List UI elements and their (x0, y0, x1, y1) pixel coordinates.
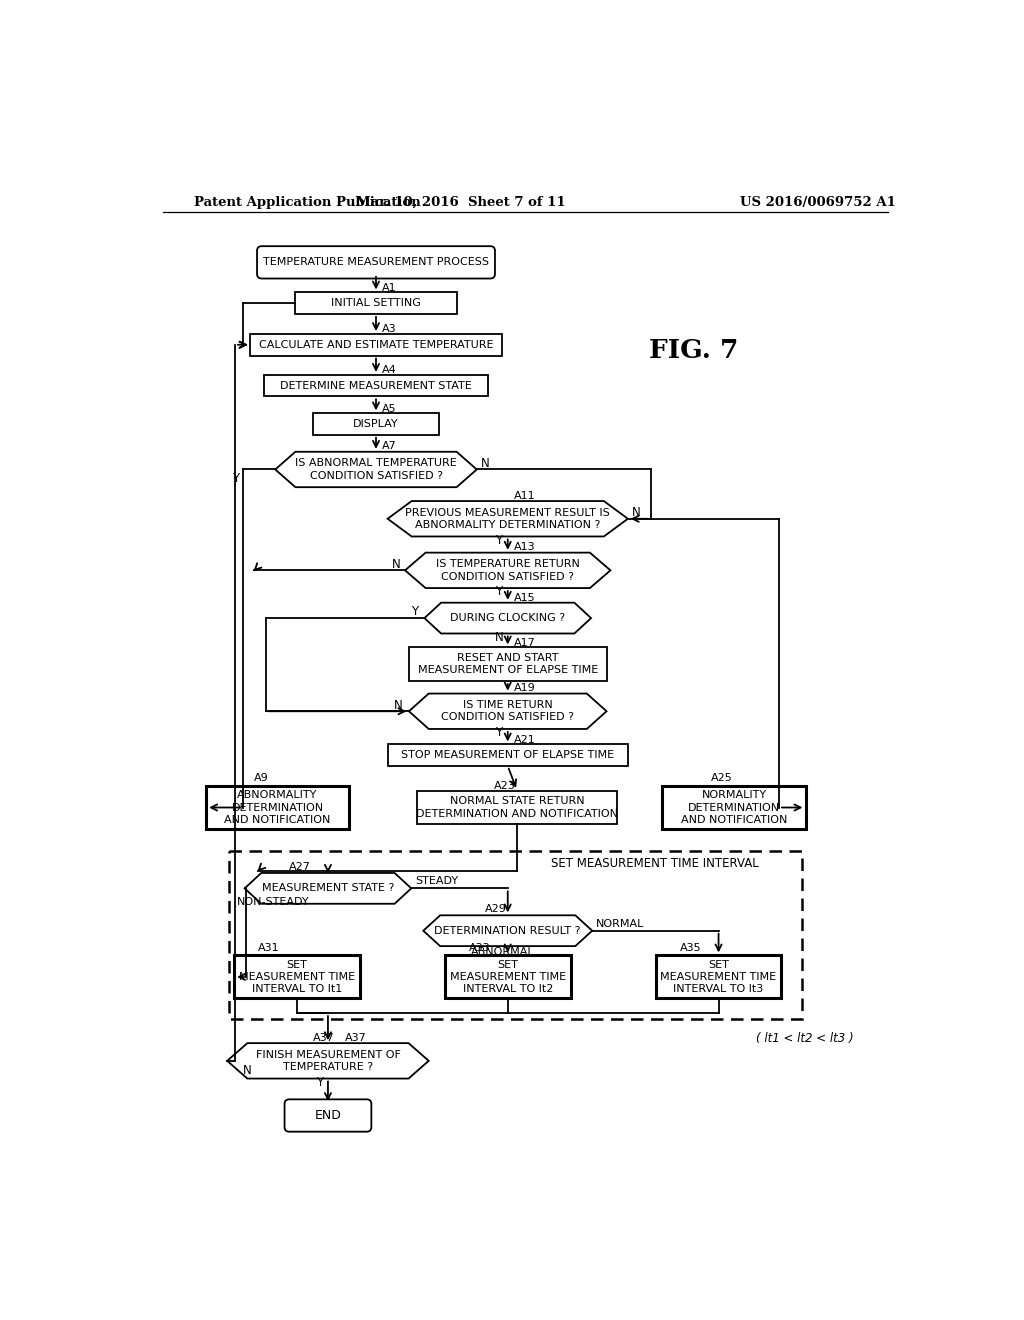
Text: ( lt1 < lt2 < lt3 ): ( lt1 < lt2 < lt3 ) (756, 1032, 853, 1045)
Text: A11: A11 (514, 491, 536, 500)
Text: Y: Y (411, 606, 418, 619)
Text: DISPLAY: DISPLAY (353, 418, 398, 429)
Bar (263, 375, 488, 396)
Text: SET MEASUREMENT TIME INTERVAL: SET MEASUREMENT TIME INTERVAL (551, 857, 759, 870)
Text: N: N (632, 506, 640, 519)
Text: A29: A29 (484, 904, 507, 915)
Text: N: N (480, 457, 489, 470)
Text: STEADY: STEADY (415, 876, 458, 887)
Text: TEMPERATURE MEASUREMENT PROCESS: TEMPERATURE MEASUREMENT PROCESS (263, 257, 489, 268)
Bar (313, 413, 438, 434)
Polygon shape (406, 553, 610, 589)
Bar (250, 334, 502, 355)
Text: A5: A5 (382, 404, 397, 413)
Text: DETERMINATION RESULT ?: DETERMINATION RESULT ? (434, 925, 581, 936)
Text: SET
MEASUREMENT TIME
INTERVAL TO lt2: SET MEASUREMENT TIME INTERVAL TO lt2 (450, 960, 566, 994)
Text: IS TEMPERATURE RETURN
CONDITION SATISFIED ?: IS TEMPERATURE RETURN CONDITION SATISFIE… (436, 560, 580, 582)
Polygon shape (423, 915, 592, 946)
Text: A19: A19 (514, 684, 536, 693)
Text: A17: A17 (514, 638, 536, 648)
Text: Y: Y (496, 533, 503, 546)
Text: FINISH MEASUREMENT OF
TEMPERATURE ?: FINISH MEASUREMENT OF TEMPERATURE ? (256, 1049, 400, 1072)
Polygon shape (275, 451, 477, 487)
Polygon shape (227, 1043, 429, 1078)
Text: A37: A37 (312, 1032, 334, 1043)
Text: NORMAL STATE RETURN
DETERMINATION AND NOTIFICATION: NORMAL STATE RETURN DETERMINATION AND NO… (416, 796, 618, 818)
Bar (417, 791, 617, 825)
Text: DETERMINE MEASUREMENT STATE: DETERMINE MEASUREMENT STATE (281, 380, 472, 391)
Text: A3: A3 (382, 325, 397, 334)
Polygon shape (388, 502, 628, 536)
Text: A37: A37 (345, 1032, 367, 1043)
Text: IS ABNORMAL TEMPERATURE
CONDITION SATISFIED ?: IS ABNORMAL TEMPERATURE CONDITION SATISF… (295, 458, 457, 480)
Text: CALCULATE AND ESTIMATE TEMPERATURE: CALCULATE AND ESTIMATE TEMPERATURE (259, 339, 494, 350)
Text: A21: A21 (514, 735, 536, 744)
Text: NON-STEADY: NON-STEADY (237, 898, 309, 907)
Text: N: N (243, 1064, 252, 1077)
Polygon shape (409, 693, 606, 729)
Text: INITIAL SETTING: INITIAL SETTING (331, 298, 421, 308)
Text: A4: A4 (382, 366, 397, 375)
Text: A35: A35 (680, 942, 701, 953)
Text: A1: A1 (382, 282, 397, 293)
Bar (388, 744, 628, 766)
Bar (409, 647, 606, 681)
Text: Mar. 10, 2016  Sheet 7 of 11: Mar. 10, 2016 Sheet 7 of 11 (356, 195, 566, 209)
Text: A9: A9 (254, 774, 269, 783)
Bar (234, 956, 359, 998)
Text: A15: A15 (514, 593, 536, 603)
Bar (445, 956, 570, 998)
Text: MEASUREMENT STATE ?: MEASUREMENT STATE ? (262, 883, 394, 894)
Text: A31: A31 (258, 942, 280, 953)
Text: PREVIOUS MEASUREMENT RESULT IS
ABNORMALITY DETERMINATION ?: PREVIOUS MEASUREMENT RESULT IS ABNORMALI… (406, 508, 610, 529)
Text: N: N (391, 557, 400, 570)
Text: Y: Y (231, 473, 239, 486)
Text: A13: A13 (514, 543, 536, 552)
Text: SET
MEASUREMENT TIME
INTERVAL TO lt1: SET MEASUREMENT TIME INTERVAL TO lt1 (239, 960, 355, 994)
Text: NORMALITY
DETERMINATION
AND NOTIFICATION: NORMALITY DETERMINATION AND NOTIFICATION (681, 791, 787, 825)
Text: RESET AND START
MEASUREMENT OF ELAPSE TIME: RESET AND START MEASUREMENT OF ELAPSE TI… (418, 653, 598, 676)
Text: Y: Y (496, 726, 503, 739)
Text: US 2016/0069752 A1: US 2016/0069752 A1 (739, 195, 896, 209)
Bar (295, 293, 458, 314)
Bar (663, 785, 806, 829)
Text: A7: A7 (382, 441, 397, 451)
Text: Patent Application Publication: Patent Application Publication (194, 195, 421, 209)
Text: Y: Y (496, 585, 503, 598)
Text: Y: Y (315, 1076, 323, 1089)
Text: A25: A25 (711, 774, 732, 783)
Text: END: END (314, 1109, 341, 1122)
Text: N: N (394, 698, 402, 711)
Bar (655, 956, 781, 998)
Text: STOP MEASUREMENT OF ELAPSE TIME: STOP MEASUREMENT OF ELAPSE TIME (401, 750, 614, 760)
Text: ABNORMAL: ABNORMAL (471, 948, 535, 957)
Text: N: N (496, 631, 504, 644)
Text: ABNORMALITY
DETERMINATION
AND NOTIFICATION: ABNORMALITY DETERMINATION AND NOTIFICATI… (224, 791, 331, 825)
Text: A23: A23 (494, 781, 515, 791)
Text: FIG. 7: FIG. 7 (649, 338, 738, 363)
Bar (206, 785, 349, 829)
Polygon shape (424, 603, 591, 634)
FancyBboxPatch shape (285, 1100, 372, 1131)
Text: NORMAL: NORMAL (596, 919, 644, 929)
Text: IS TIME RETURN
CONDITION SATISFIED ?: IS TIME RETURN CONDITION SATISFIED ? (441, 700, 574, 722)
Text: A27: A27 (289, 862, 311, 871)
Text: A33: A33 (469, 942, 490, 953)
Polygon shape (245, 873, 412, 904)
Text: DURING CLOCKING ?: DURING CLOCKING ? (451, 612, 565, 623)
Text: SET
MEASUREMENT TIME
INTERVAL TO lt3: SET MEASUREMENT TIME INTERVAL TO lt3 (660, 960, 776, 994)
FancyBboxPatch shape (257, 246, 495, 279)
